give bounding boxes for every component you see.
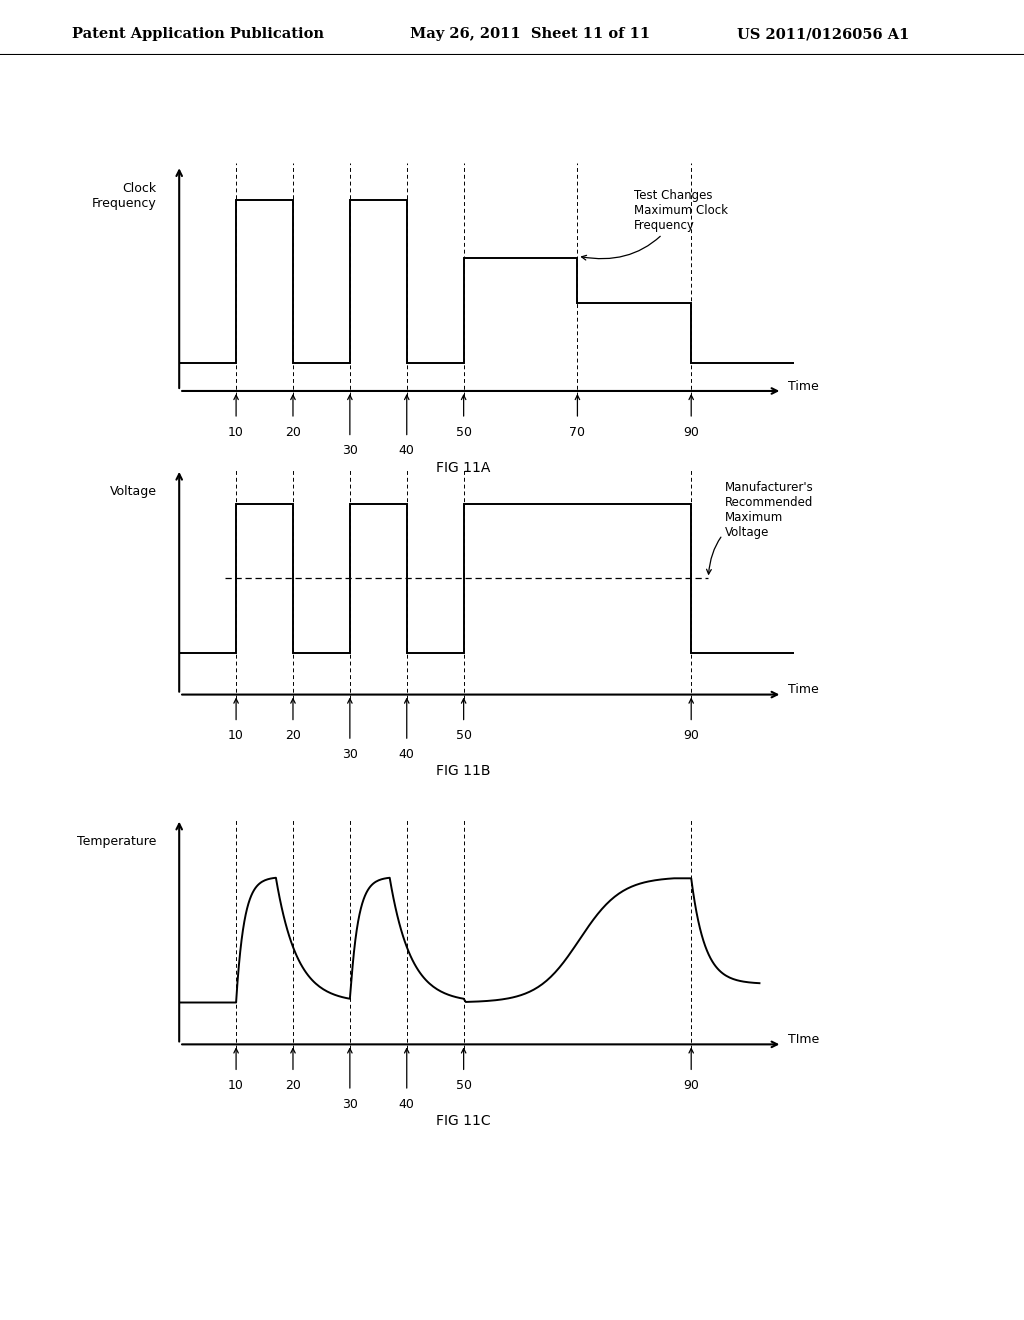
Text: 50: 50	[456, 1080, 472, 1092]
Text: 30: 30	[342, 445, 357, 458]
Text: 90: 90	[683, 1080, 699, 1092]
Text: 10: 10	[228, 1080, 244, 1092]
Text: Time: Time	[787, 380, 818, 393]
Text: 70: 70	[569, 426, 586, 438]
Text: TIme: TIme	[787, 1034, 819, 1047]
Text: 30: 30	[342, 1098, 357, 1111]
Text: 30: 30	[342, 748, 357, 762]
Text: 40: 40	[398, 1098, 415, 1111]
Text: 50: 50	[456, 426, 472, 438]
Text: 10: 10	[228, 730, 244, 742]
Text: 20: 20	[285, 426, 301, 438]
Text: FIG 11B: FIG 11B	[436, 764, 490, 779]
Text: 40: 40	[398, 748, 415, 762]
Text: 10: 10	[228, 426, 244, 438]
Text: Time: Time	[787, 684, 818, 697]
Text: 90: 90	[683, 426, 699, 438]
Text: 40: 40	[398, 445, 415, 458]
Text: 20: 20	[285, 1080, 301, 1092]
Text: 90: 90	[683, 730, 699, 742]
Text: Manufacturer's
Recommended
Maximum
Voltage: Manufacturer's Recommended Maximum Volta…	[707, 480, 814, 574]
Text: 20: 20	[285, 730, 301, 742]
Text: Test Changes
Maximum Clock
Frequency: Test Changes Maximum Clock Frequency	[582, 189, 728, 260]
Text: Patent Application Publication: Patent Application Publication	[72, 28, 324, 41]
Text: Voltage: Voltage	[110, 486, 157, 498]
Text: US 2011/0126056 A1: US 2011/0126056 A1	[737, 28, 909, 41]
Text: Temperature: Temperature	[77, 836, 157, 847]
Text: May 26, 2011  Sheet 11 of 11: May 26, 2011 Sheet 11 of 11	[410, 28, 649, 41]
Text: FIG 11C: FIG 11C	[436, 1114, 490, 1129]
Text: 50: 50	[456, 730, 472, 742]
Text: FIG 11A: FIG 11A	[436, 461, 490, 475]
Text: Clock
Frequency: Clock Frequency	[92, 182, 157, 210]
